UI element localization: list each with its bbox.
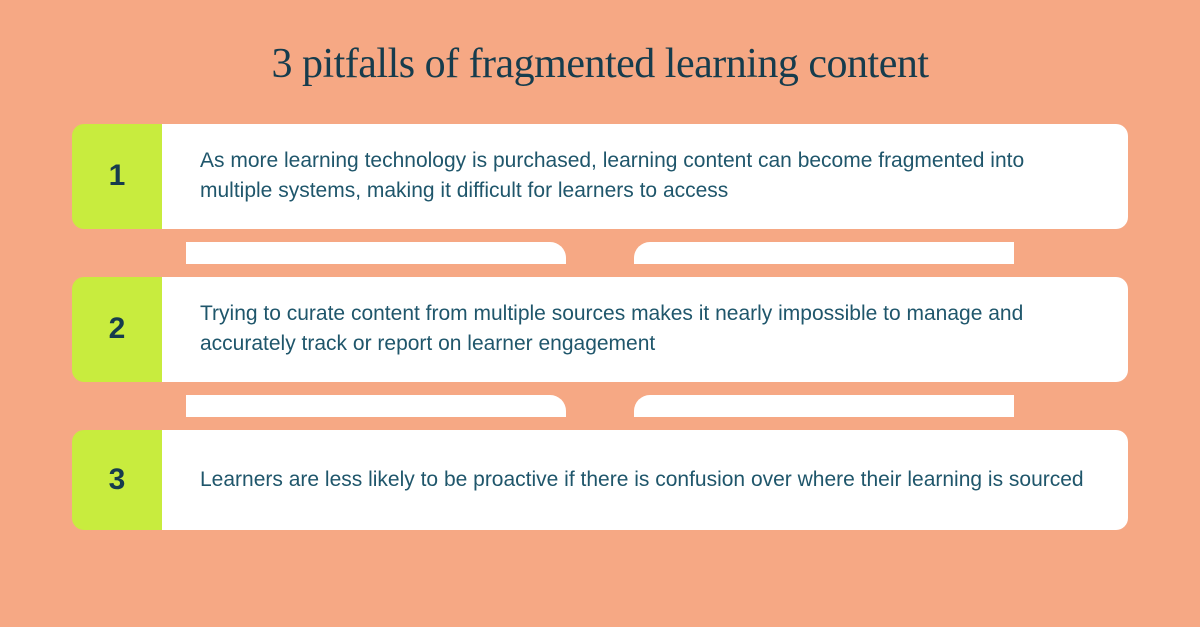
connector-stub-right-icon [634,242,1014,264]
list-item: 1 As more learning technology is purchas… [72,124,1128,277]
pitfall-description: Trying to curate content from multiple s… [162,277,1128,382]
pitfall-row-1: 1 As more learning technology is purchas… [72,124,1128,229]
pitfall-number-badge: 3 [72,430,162,530]
connector-stub-right-icon [634,395,1014,417]
pitfall-description: Learners are less likely to be proactive… [162,430,1128,530]
connector-stub-left-icon [186,242,566,264]
list-item: 2 Trying to curate content from multiple… [72,277,1128,430]
connector-stub-left-icon [186,395,566,417]
pitfall-number-badge: 1 [72,124,162,229]
pitfall-description: As more learning technology is purchased… [162,124,1128,229]
row-connector [72,229,1128,277]
infographic-canvas: 3 pitfalls of fragmented learning conten… [0,0,1200,627]
list-item: 3 Learners are less likely to be proacti… [72,430,1128,530]
pitfall-row-3: 3 Learners are less likely to be proacti… [72,430,1128,530]
pitfall-list: 1 As more learning technology is purchas… [72,124,1128,530]
row-connector [72,382,1128,430]
pitfall-row-2: 2 Trying to curate content from multiple… [72,277,1128,382]
infographic-title: 3 pitfalls of fragmented learning conten… [72,40,1128,88]
pitfall-number-badge: 2 [72,277,162,382]
